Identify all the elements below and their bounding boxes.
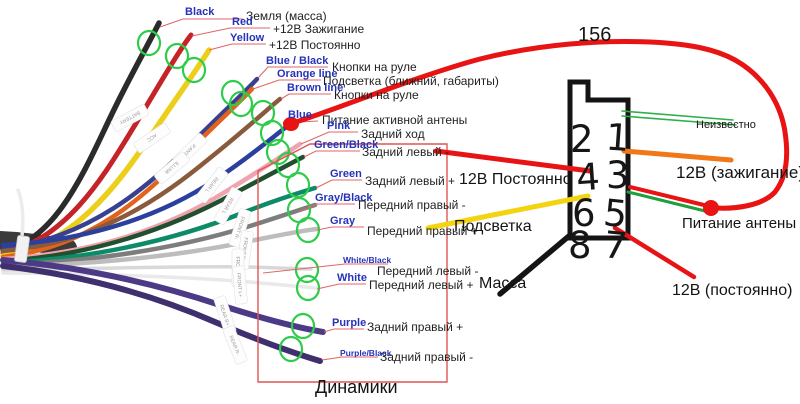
pin5-label-antenna: Питание антены: [682, 215, 797, 232]
pin-number-3: 3: [606, 154, 630, 197]
pin6-label-illumination: Подсветка: [454, 218, 532, 235]
wire-name-gray: Gray: [330, 215, 356, 227]
wire-red: [0, 32, 194, 256]
wire-tag: [133, 122, 171, 154]
wire-desc-pink: Задний ход: [361, 127, 425, 141]
wire-name-blue-black: Blue / Black: [266, 55, 329, 67]
wire-tag: [213, 187, 243, 225]
callout-lines: [159, 18, 388, 361]
wire-name-red: Red: [232, 16, 253, 28]
wire-desc-white: Передний левый +: [369, 278, 474, 292]
pin1-label-unknown: Неизвестно: [696, 119, 756, 131]
pin8-wire-black: [497, 233, 572, 297]
wire-desc-green: Задний левый +: [365, 174, 456, 188]
wire-purple-black: [0, 263, 323, 364]
pin5-wire-green: [626, 190, 707, 213]
wire-name-purple: Purple: [332, 317, 367, 329]
pin7-wire-red: [612, 225, 697, 280]
pin7-label-constant: 12В (постоянно): [672, 282, 793, 299]
wire-name-black: Black: [185, 6, 215, 18]
speakers-box-label: Динамики: [315, 377, 398, 397]
antenna-power-wire-156: [293, 39, 790, 211]
pin-number-8: 8: [568, 224, 592, 267]
wire-desc-blue: Питание активной антены: [322, 113, 468, 127]
wire-name-green: Green: [330, 168, 362, 180]
antenna-wire-end-dot: [703, 200, 719, 216]
wire-name-gray-black: Gray/Black: [315, 192, 373, 204]
wire-desc-red: +12В Зажигание: [273, 22, 365, 36]
connector: 2 1 4 3 6 5 8 7: [425, 79, 737, 297]
cable-tie-tail: [16, 188, 25, 238]
wire-desc-yellow: +12В Постоянно: [269, 38, 361, 52]
wire-tag: [222, 325, 248, 365]
wire-name-pink: Pink: [327, 120, 351, 132]
pin-number-4: 4: [575, 155, 601, 200]
pin-number-6: 6: [572, 192, 596, 235]
wire-blue: [0, 121, 293, 248]
wire-tag: [232, 265, 248, 305]
wire-tag: [196, 166, 228, 204]
pin-number-7: 7: [601, 223, 629, 268]
wire-156-label: 156: [578, 24, 612, 46]
wire-black: [0, 20, 162, 253]
wire-desc-orange: Подсветка (ближний, габариты): [323, 74, 499, 88]
wire-name-green-black: Green/Black: [314, 139, 379, 151]
pin1-wire-green: [621, 115, 737, 126]
wire-end-marker: [294, 256, 320, 284]
wire-name-orange: Orange line: [277, 68, 338, 80]
wire-desc-brown: Кнопки на руле: [334, 88, 419, 102]
wire-purple: [0, 257, 326, 335]
wire-desc-purple: Задний правый +: [367, 320, 464, 334]
wire-desc-gray: Передний правый +: [367, 224, 478, 238]
wire-tag: [228, 208, 252, 248]
wire-white: [1, 271, 318, 290]
wire-end-marker: [164, 42, 190, 70]
wire-end-marker: [290, 312, 316, 340]
wire-tag-text: FRONT L+: [235, 273, 243, 298]
pin3-label-ignition: 12В (зажигание): [676, 163, 800, 182]
wire-tags: BATTERY ACC P.ANT ILLUMI REAR L REAR L F…: [110, 104, 254, 365]
pin8-label-ground: Масса: [479, 275, 527, 292]
blue-wire-joint-dot: [283, 117, 299, 131]
cable-tie: [14, 235, 30, 263]
wire-gray-black: [0, 202, 318, 268]
wire-name-yellow: Yellow: [230, 32, 265, 44]
wire-tag: [110, 104, 150, 132]
wire-name-brown: Brown line: [287, 82, 344, 94]
wire-tag: [154, 151, 190, 185]
wire-name-white-black: White/Black: [343, 255, 392, 265]
wire-end-marker: [275, 151, 301, 179]
wire-end-marker: [136, 29, 162, 57]
speakers-box: [257, 143, 448, 383]
wire-desc-blue-black: Кнопки на руле: [332, 60, 417, 74]
wire-desc-white-black: Передний левый -: [377, 264, 479, 278]
wire-green-black: [0, 154, 306, 264]
pin-number-1: 1: [604, 115, 630, 160]
wire-end-marker: [278, 335, 304, 363]
wire-name-blue: Blue: [288, 109, 312, 121]
pin3-wire-orange: [621, 148, 734, 163]
wire-harness-photo: [0, 20, 326, 364]
wire-gray: [0, 226, 320, 270]
wire-end-marker: [181, 56, 207, 84]
wire-name-purple-black: Purple/Black: [340, 348, 392, 358]
pin1-wire-green: [621, 110, 734, 121]
pin5-wire-red: [628, 185, 710, 208]
pin4-label-constant: 12В Постоянно: [459, 171, 572, 188]
pin-number-2: 2: [570, 118, 594, 161]
pin4-wire-red: [433, 148, 593, 174]
wire-end-marker: [259, 119, 285, 147]
wire-desc-green-black: Задний левый -: [362, 145, 449, 159]
pin-number-5: 5: [601, 191, 629, 236]
wire-desc-purple-black: Задний правый -: [380, 350, 474, 364]
wire-end-marker: [228, 90, 254, 118]
pin6-wire-yellow: [425, 193, 591, 231]
wire-desc-black: Земля (масса): [246, 9, 327, 23]
wire-name-white: White: [337, 272, 367, 284]
wire-tag-text: ACC: [145, 132, 157, 143]
wire-desc-gray-black: Передний правый -: [358, 198, 466, 212]
